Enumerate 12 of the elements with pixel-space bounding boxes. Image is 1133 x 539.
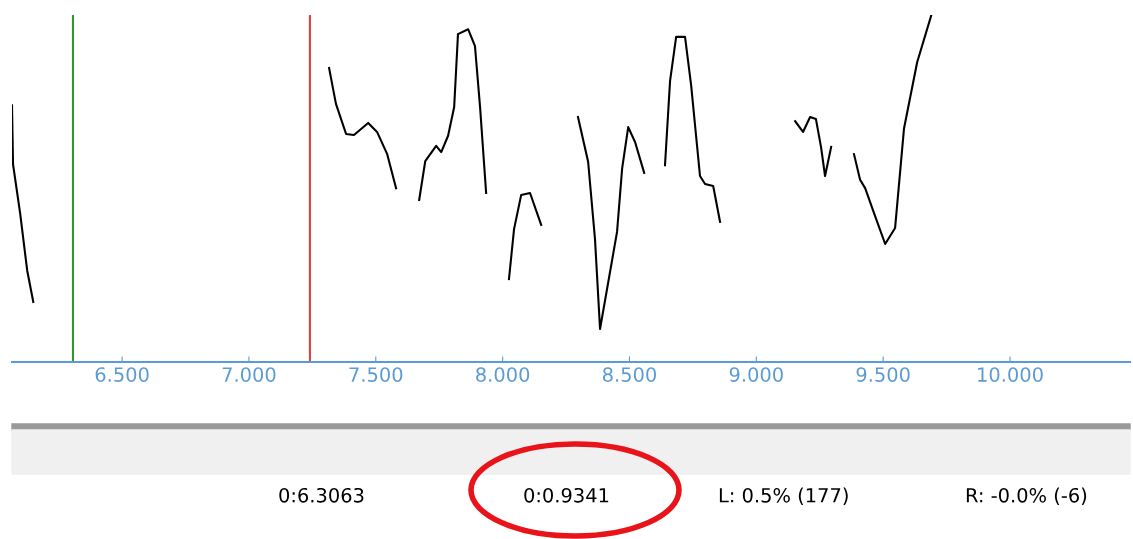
x-tick-label: 7.000 <box>222 367 276 382</box>
x-tick-label: 6.500 <box>95 367 149 382</box>
text: 0:6.3063 <box>279 487 364 503</box>
text: R: -0.0% (-6) <box>966 487 1087 505</box>
x-tick-label: 8.500 <box>602 367 657 382</box>
x-tick-label: 9.500 <box>856 367 910 382</box>
text: L: 0.5% (177) <box>719 487 848 505</box>
x-tick-label: 9.000 <box>729 367 783 382</box>
x-tick-label: 7.500 <box>349 367 403 382</box>
text: 0:0.9341 <box>524 487 609 503</box>
x-tick-label: 8.000 <box>476 367 530 382</box>
x-tick-label: 10.000 <box>978 367 1043 382</box>
